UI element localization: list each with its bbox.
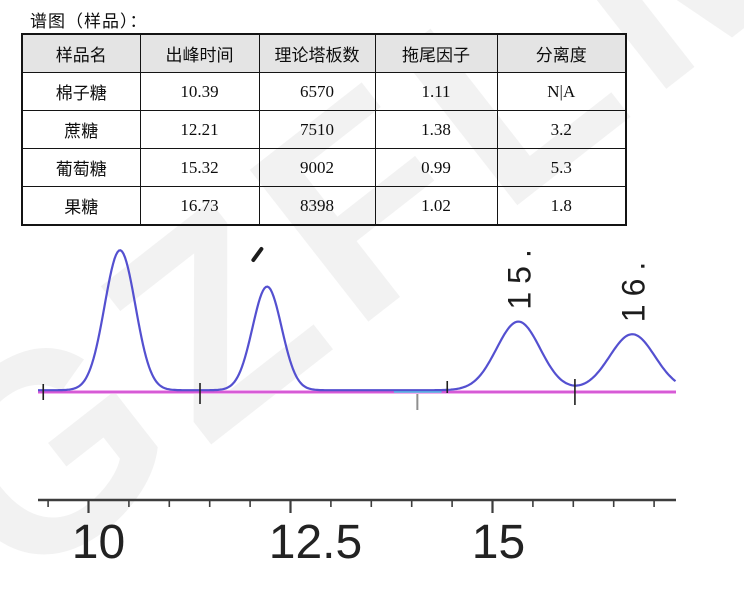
chromatogram-trace: [38, 249, 677, 392]
cell-resolution: 3.2: [496, 110, 627, 149]
cell-resolution: N|A: [496, 72, 627, 111]
cell-retention-time: 15.32: [139, 148, 260, 187]
peak-rt-label: 16.: [615, 254, 651, 322]
cell-sample-name: 蔗糖: [21, 110, 141, 149]
sample-results-table: 样品名 出峰时间 理论塔板数 拖尾因子 分离度 棉子糖 10.39 6570 1…: [21, 33, 627, 226]
cell-tailing: 0.99: [374, 148, 498, 187]
x-axis-tick-label: 12.5: [269, 516, 362, 569]
col-header-theoretical-plates: 理论塔板数: [258, 33, 376, 73]
cell-retention-time: 16.73: [139, 186, 260, 226]
table-row: 蔗糖 12.21 7510 1.38 3.2: [21, 110, 627, 149]
cell-plates: 9002: [258, 148, 376, 187]
table-row: 果糖 16.73 8398 1.02 1.8: [21, 186, 627, 226]
cell-tailing: 1.11: [374, 72, 498, 111]
cell-resolution: 1.8: [496, 186, 627, 226]
cell-plates: 8398: [258, 186, 376, 226]
page-title: 谱图（样品）：: [30, 12, 148, 31]
clipped-peak-label-mark: [251, 247, 264, 262]
table-row: 葡萄糖 15.32 9002 0.99 5.3: [21, 148, 627, 187]
col-header-resolution: 分离度: [496, 33, 627, 73]
cell-retention-time: 10.39: [139, 72, 260, 111]
cell-retention-time: 12.21: [139, 110, 260, 149]
cell-resolution: 5.3: [496, 148, 627, 187]
chromatogram-plot: 15. 16. 10 12.5 15: [38, 241, 677, 569]
cell-tailing: 1.02: [374, 186, 498, 226]
x-axis-tick-label: 10: [72, 516, 125, 569]
peak-rt-label: 15.: [501, 241, 537, 309]
cell-sample-name: 果糖: [21, 186, 141, 226]
cell-tailing: 1.38: [374, 110, 498, 149]
col-header-retention-time: 出峰时间: [139, 33, 260, 73]
table-row: 棉子糖 10.39 6570 1.11 N|A: [21, 72, 627, 111]
x-axis-tick-label: 15: [472, 516, 525, 569]
cell-plates: 6570: [258, 72, 376, 111]
col-header-tailing-factor: 拖尾因子: [374, 33, 498, 73]
col-header-sample-name: 样品名: [21, 33, 141, 73]
cell-sample-name: 棉子糖: [21, 72, 141, 111]
cell-sample-name: 葡萄糖: [21, 148, 141, 187]
table-header-row: 样品名 出峰时间 理论塔板数 拖尾因子 分离度: [21, 33, 627, 73]
cell-plates: 7510: [258, 110, 376, 149]
